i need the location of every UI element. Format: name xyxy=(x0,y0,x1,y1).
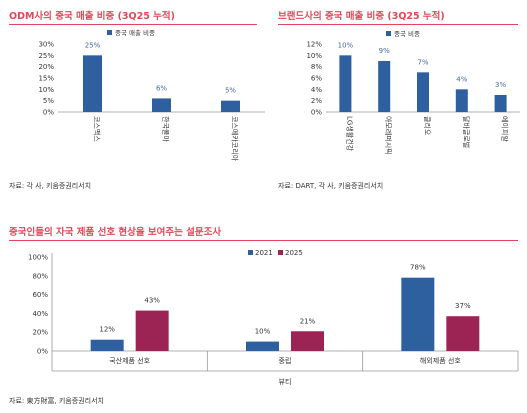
brand-data-label: 7% xyxy=(417,58,428,66)
odm-chart-title: ODM사의 중국 매출 비중 (3Q25 누적) xyxy=(9,11,175,22)
odm-category-label: 코스메카코리아 xyxy=(231,116,240,162)
survey-data-label: 10% xyxy=(255,328,271,336)
brand-ytick-label: 10% xyxy=(306,52,322,60)
brand-ytick-label: 0% xyxy=(311,109,322,117)
survey-bar-2025 xyxy=(135,310,169,351)
survey-title-underline xyxy=(9,240,518,241)
survey-ytick-label: 0% xyxy=(37,348,48,356)
odm-category-label: 한국콜마 xyxy=(162,116,171,142)
odm-data-label: 6% xyxy=(156,84,167,92)
odm-legend-swatch xyxy=(107,30,112,35)
brand-data-label: 3% xyxy=(495,81,506,89)
brand-bar xyxy=(417,72,429,112)
survey-source: 자료: 東方財富, 키움증권리서치 xyxy=(9,397,104,405)
survey-bar-2025 xyxy=(446,316,480,351)
odm-title-underline xyxy=(9,24,257,25)
brand-data-label: 9% xyxy=(379,47,390,55)
brand-ytick-label: 4% xyxy=(311,86,322,94)
odm-source: 자료: 각 사, 키움증권리서치 xyxy=(9,182,92,190)
brand-ytick-label: 8% xyxy=(311,63,322,71)
brand-category-label: 달바글로벌 xyxy=(462,116,471,148)
odm-ytick-label: 5% xyxy=(43,97,54,105)
brand-bar xyxy=(494,95,507,112)
survey-x-axis-title: 뷰티 xyxy=(279,377,292,386)
survey-legend-swatch xyxy=(278,250,283,255)
odm-bar xyxy=(221,100,240,112)
survey-ytick-label: 40% xyxy=(32,310,48,318)
brand-legend-label: 중국 비중 xyxy=(394,29,420,38)
brand-title-underline xyxy=(278,24,518,25)
survey-bar-2021 xyxy=(401,277,435,351)
survey-data-label: 78% xyxy=(410,264,426,272)
brand-legend-swatch xyxy=(386,31,391,36)
brand-ytick-label: 6% xyxy=(311,75,322,83)
odm-ytick-label: 30% xyxy=(38,41,54,49)
odm-ytick-label: 15% xyxy=(38,75,54,83)
survey-bar-2021 xyxy=(90,339,124,351)
survey-chart-title: 중국인들의 자국 제품 선호 현상을 보여주는 설문조사 xyxy=(9,227,222,238)
odm-bar xyxy=(152,98,171,112)
odm-ytick-label: 10% xyxy=(38,86,54,94)
survey-legend-label: 2025 xyxy=(285,249,303,257)
odm-ytick-label: 25% xyxy=(38,52,54,60)
odm-data-label: 25% xyxy=(85,41,101,49)
odm-bar xyxy=(83,55,102,112)
odm-ytick-label: 20% xyxy=(38,63,54,71)
survey-ytick-label: 80% xyxy=(32,272,48,280)
survey-data-label: 12% xyxy=(99,326,115,334)
odm-legend-label: 중국 매출 비중 xyxy=(115,28,155,37)
odm-data-label: 5% xyxy=(225,87,236,95)
brand-ytick-label: 2% xyxy=(311,97,322,105)
survey-legend-label: 2021 xyxy=(255,249,273,257)
brand-data-label: 10% xyxy=(338,41,354,49)
survey-ytick-label: 60% xyxy=(32,291,48,299)
survey-category-label: 해외제품 선호 xyxy=(420,356,461,365)
odm-category-label: 코스맥스 xyxy=(93,116,102,142)
survey-legend-swatch xyxy=(248,250,253,255)
brand-category-label: 클리오 xyxy=(423,116,432,136)
survey-ytick-label: 20% xyxy=(32,329,48,337)
brand-data-label: 4% xyxy=(456,75,467,83)
survey-bar-2021 xyxy=(246,341,279,351)
brand-ytick-label: 12% xyxy=(306,41,322,49)
brand-category-label: LG생활건강 xyxy=(345,116,354,152)
brand-bar xyxy=(378,61,391,112)
brand-chart-title: 브랜드사의 중국 매출 비중 (3Q25 누적) xyxy=(278,11,445,22)
brand-bar xyxy=(455,89,468,112)
brand-category-label: 아모레퍼시픽 xyxy=(384,116,393,155)
brand-category-label: 에이피알 xyxy=(501,116,510,142)
survey-data-label: 21% xyxy=(300,317,316,325)
brand-bar xyxy=(339,55,352,112)
odm-ytick-label: 0% xyxy=(43,109,54,117)
survey-category-label: 국산제품 선호 xyxy=(109,356,150,365)
survey-category-label: 중립 xyxy=(279,357,292,365)
survey-bar-2025 xyxy=(291,331,324,351)
survey-ytick-label: 100% xyxy=(28,254,48,262)
brand-source: 자료: DART, 각 사, 키움증권리서치 xyxy=(278,182,384,190)
survey-data-label: 43% xyxy=(144,297,160,305)
survey-data-label: 37% xyxy=(455,302,471,310)
